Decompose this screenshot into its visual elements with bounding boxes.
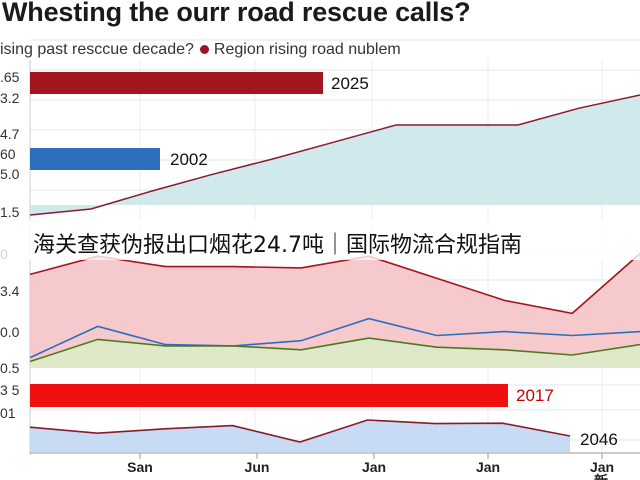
x-tick-label: Jan [362,459,386,475]
bar-2017-label: 2017 [516,386,554,405]
x-tick-label: San [127,459,153,475]
middle-area-red-fill [30,253,640,368]
bottom-area-fill [30,420,570,452]
legend-dot-icon [199,44,209,54]
bar-2025-label: 2025 [331,74,369,93]
bar-2002 [30,148,160,170]
chart-legend: ising past resccue decade? Region rising … [0,41,401,59]
y-tick-label: .65 [0,69,20,85]
y-tick-label: 01 [0,405,16,421]
bar-2017 [30,384,508,407]
y-tick-label: 0.0 [0,324,20,340]
middle-area-green-fill [30,338,640,368]
y-tick-label: 1.5 [0,204,20,220]
legend-left-text: ising past resccue decade? [0,41,194,58]
y-tick-label: 5.0 [0,166,20,182]
chart-title: Whesting the ourr road rescue calls? [2,0,471,27]
middle-series-line-2 [29,337,640,363]
caption-overlay [0,220,640,260]
footer-fragment: 新 [594,473,608,480]
y-tick-label: 3.2 [0,90,20,106]
y-tick-label: 0.5 [0,360,20,376]
x-tick-label: Jun [245,459,270,475]
caption-overlay-text: 海关查获伪报出口烟花24.7吨｜国际物流合规指南 [33,233,522,258]
top-area-line [29,94,640,216]
x-tick-label: Jan [476,459,500,475]
middle-series-line-1 [29,317,640,359]
bar-2002-label: 2002 [170,150,208,169]
x-tick-label: Jan [590,459,614,475]
bottom-area-line [29,419,571,443]
y-tick-label: 3 5 [0,382,20,398]
y-tick-label: 4.7 [0,126,20,142]
legend-right-text: Region rising road nublem [213,41,401,58]
y-tick-label: 60 [0,146,16,162]
y-tick-label: 3.4 [0,283,20,299]
middle-series-line-0 [29,253,640,315]
bar-2025 [30,72,323,94]
bottom-end-label: 2046 [580,430,618,449]
